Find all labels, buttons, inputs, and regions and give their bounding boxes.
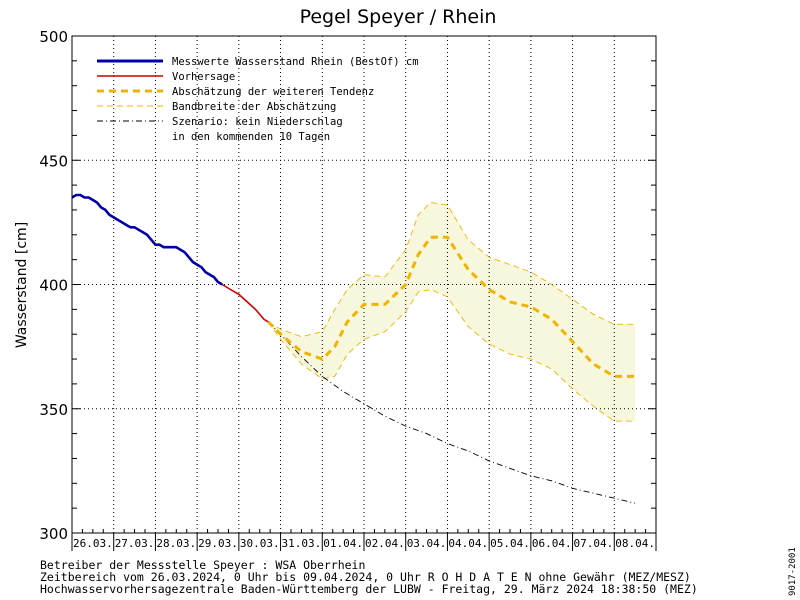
scenario-no-rain-line (267, 321, 636, 504)
x-tick-label-7: 02.04. (365, 537, 405, 550)
x-tick-label-0: 26.03. (73, 537, 113, 550)
x-tick-label-11: 06.04. (532, 537, 572, 550)
legend-label-forecast: Vorhersage (172, 71, 235, 83)
x-tick-label-9: 04.04. (448, 537, 488, 550)
y-tick-label-500: 500 (39, 28, 68, 46)
footer-code: 9017-2001 (788, 547, 798, 596)
x-tick-label-8: 03.04. (407, 537, 447, 550)
grid-layer (72, 36, 656, 533)
legend-label-scenario: Szenario: kein Niederschlag (172, 116, 343, 128)
legend-label-band: Bandbreite der Abschätzung (172, 101, 336, 113)
uncertainty-band-fill (268, 202, 636, 422)
footer-operator: Betreiber der Messstelle Speyer : WSA Ob… (40, 558, 365, 572)
measured-line (71, 193, 223, 286)
legend-label-measured: Messwerte Wasserstand Rhein (BestOf) cm (172, 56, 419, 68)
x-tick-label-12: 07.04. (574, 537, 614, 550)
x-tick-label-5: 31.03. (282, 537, 322, 550)
x-tick-label-2: 28.03. (156, 537, 196, 550)
forecast-line (221, 283, 269, 323)
y-tick-label-350: 350 (39, 401, 68, 419)
tendency-line (267, 235, 636, 378)
x-tick-label-10: 05.04. (490, 537, 530, 550)
x-tick-label-6: 01.04. (323, 537, 363, 550)
legend: Messwerte Wasserstand Rhein (BestOf) cm … (97, 56, 419, 143)
y-tick-label-300: 300 (39, 525, 68, 543)
x-tick-label-13: 08.04. (615, 537, 655, 550)
legend-label-tendency: Abschätzung der weiteren Tendenz (172, 86, 374, 98)
band-lower-line (267, 289, 636, 422)
y-tick-label-400: 400 (39, 277, 68, 295)
legend-label-scenario-line2: in den kommenden 10 Tagen (172, 131, 330, 143)
y-axis-label: Wasserstand [cm] (14, 222, 30, 348)
footer-publisher: Hochwasservorhersagezentrale Baden-Württ… (40, 582, 698, 596)
footer-timerange: Zeitbereich vom 26.03.2024, 0 Uhr bis 09… (40, 570, 691, 584)
x-tick-label-1: 27.03. (115, 537, 155, 550)
x-tick-label-4: 30.03. (240, 537, 280, 550)
x-tick-label-3: 29.03. (198, 537, 238, 550)
band-layer (268, 202, 636, 422)
y-tick-label-450: 450 (39, 152, 68, 170)
chart-title: Pegel Speyer / Rhein (300, 6, 497, 28)
series-layer (71, 193, 636, 504)
